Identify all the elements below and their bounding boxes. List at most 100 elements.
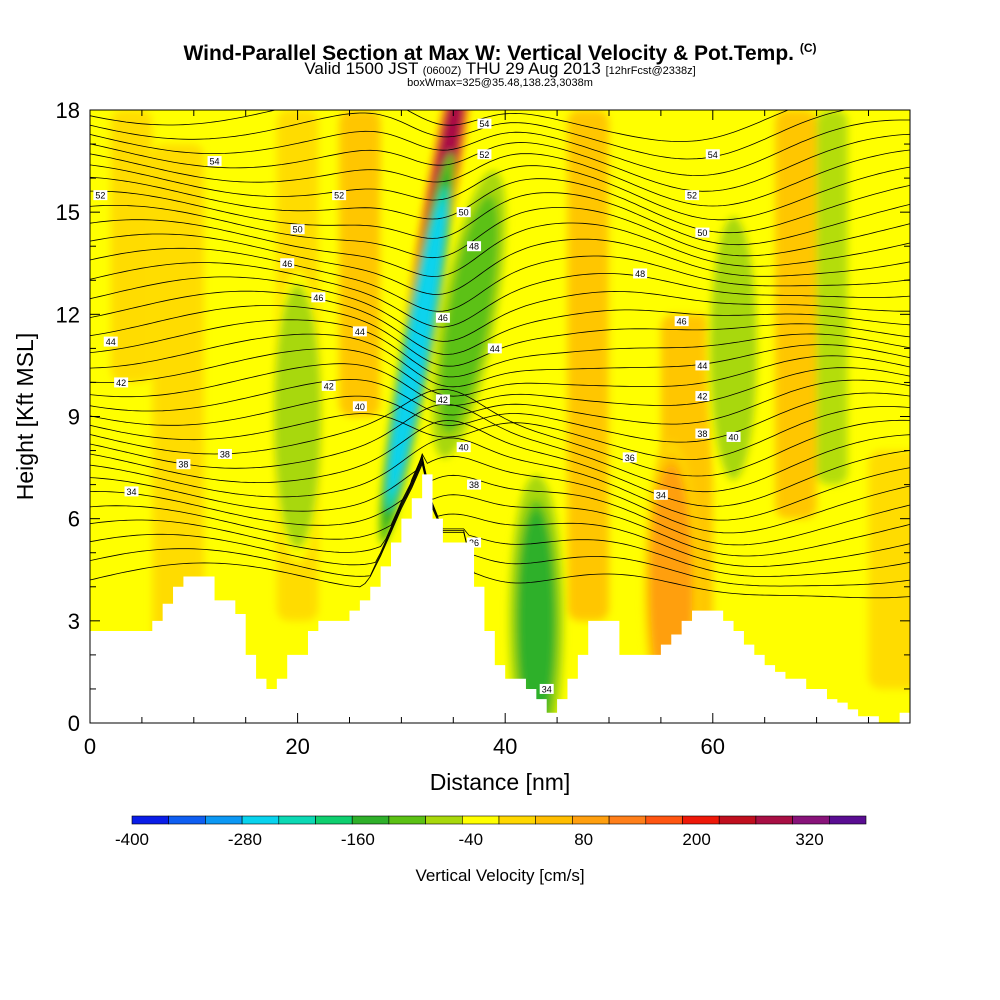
forecast-label: [12hrFcst@2338z] (605, 65, 696, 77)
velocity-band (567, 110, 609, 621)
isentrope-label-bg (653, 489, 668, 500)
valid-utc: (0600Z) (422, 65, 462, 77)
colorbar-segment (461, 815, 500, 825)
isentrope-label-bg (685, 190, 700, 201)
isentrope-label: 40 (459, 443, 469, 453)
velocity-core (715, 238, 752, 459)
isentrope-label-bg (705, 149, 720, 160)
colorbar-tick-label: -400 (115, 830, 149, 849)
isentrope-label-bg (352, 326, 367, 337)
isentrope-line (90, 149, 910, 207)
isentrope-label: 38 (220, 449, 230, 459)
isentrope-label-bg (332, 190, 347, 201)
valid-prefix: Valid 1500 JST (304, 59, 419, 78)
colorbar-segment (792, 815, 830, 825)
isentrope-line (90, 190, 910, 246)
isentrope-label-bg (467, 479, 482, 490)
isentrope-line (90, 110, 848, 160)
velocity-feature (706, 202, 761, 495)
colorbar-tick-label: 200 (682, 830, 710, 849)
isentrope-label: 38 (697, 429, 707, 439)
isentrope-label-bg (290, 224, 305, 235)
isentrope-label: 42 (324, 381, 334, 391)
y-tick-label: 3 (68, 609, 80, 634)
isentrope-label-bg (674, 316, 689, 327)
isentrope-label: 50 (697, 228, 707, 238)
isentrope-line (90, 333, 910, 388)
isentrope-line (90, 348, 910, 397)
terrain-mask (90, 474, 910, 723)
isentrope-line (90, 456, 910, 557)
colorbar-segment (388, 815, 426, 825)
velocity-band (152, 144, 205, 655)
colorbar-segment (498, 815, 537, 825)
colorbar-segment (131, 815, 170, 825)
isentrope-line (90, 420, 910, 507)
colorbar-segment (828, 815, 867, 825)
isentrope-line (90, 406, 910, 460)
isentrope-label: 38 (178, 460, 188, 470)
isentrope-label: 34 (656, 490, 666, 500)
isentrope-label: 36 (625, 453, 635, 463)
colorbar-tick-label: 80 (574, 830, 593, 849)
velocity-band (816, 110, 848, 485)
isentrope-label-bg (352, 401, 367, 412)
isentrope-label-bg (176, 459, 191, 470)
velocity-features (270, 110, 761, 723)
colorbar-segment (645, 815, 683, 825)
valid-date: THU 29 Aug 2013 (465, 59, 601, 78)
isentrope-label: 52 (687, 191, 697, 201)
isentrope-label: 46 (677, 317, 687, 327)
isentrope-label-bg (695, 360, 710, 371)
isentrope-line (90, 133, 910, 192)
colorbar-segment (168, 815, 206, 825)
isentrope-label-bg (217, 448, 232, 459)
isentrope-line (90, 457, 910, 567)
colorbar-segment (608, 815, 647, 825)
isentrope-label-bg (467, 241, 482, 252)
isentrope-label: 42 (697, 392, 707, 402)
isentrope-label-bg (124, 486, 139, 497)
title-mark: (C) (799, 41, 817, 55)
boxwmax-label: boxWmax=325@35.48,138.23,3038m (407, 77, 593, 89)
velocity-band (110, 110, 153, 383)
isentrope-label-bg (633, 268, 648, 279)
isentrope-label: 40 (355, 402, 365, 412)
isentrope-label: 54 (708, 150, 718, 160)
isentrope-line (90, 233, 910, 295)
isentrope-line (90, 392, 910, 443)
velocity-feature (270, 270, 325, 563)
velocity-band (608, 144, 641, 519)
isentrope-label: 46 (313, 293, 323, 303)
isentrope-label-bg (487, 343, 502, 354)
isentrope-label: 34 (542, 684, 552, 694)
colorbar-segment (351, 815, 390, 825)
isentrope-label-bg (207, 156, 222, 167)
isentrope-line (90, 437, 910, 521)
isentrope-label-bg (435, 394, 450, 405)
isentrope-label-bg (321, 380, 336, 391)
x-tick-label: 0 (84, 734, 96, 759)
colorbar-tick-label: -160 (341, 830, 375, 849)
y-tick-label: 6 (68, 507, 80, 532)
colorbar-segment (755, 815, 793, 825)
isentrope-line (90, 459, 910, 577)
isentrope-line (90, 262, 910, 328)
chart-title-text: Wind-Parallel Section at Max W: Vertical… (183, 42, 794, 65)
isentrope-line (90, 276, 910, 342)
velocity-band (339, 110, 381, 417)
isentrope-label: 46 (438, 313, 448, 323)
velocity-core (389, 200, 445, 497)
isentrope-label-bg (539, 683, 554, 694)
isentrope-label: 42 (116, 378, 126, 388)
isentrope-line (90, 461, 910, 587)
velocity-feature (508, 475, 564, 723)
isentrope-line (90, 403, 910, 493)
isentrope-line (90, 378, 910, 425)
isentrope-line (90, 454, 910, 546)
velocity-core (279, 306, 316, 527)
isentrope-line (90, 363, 910, 406)
isentrope-label-bg (280, 258, 295, 269)
isentrope-label-bg (93, 190, 108, 201)
isentrope-label-bg (622, 452, 637, 463)
